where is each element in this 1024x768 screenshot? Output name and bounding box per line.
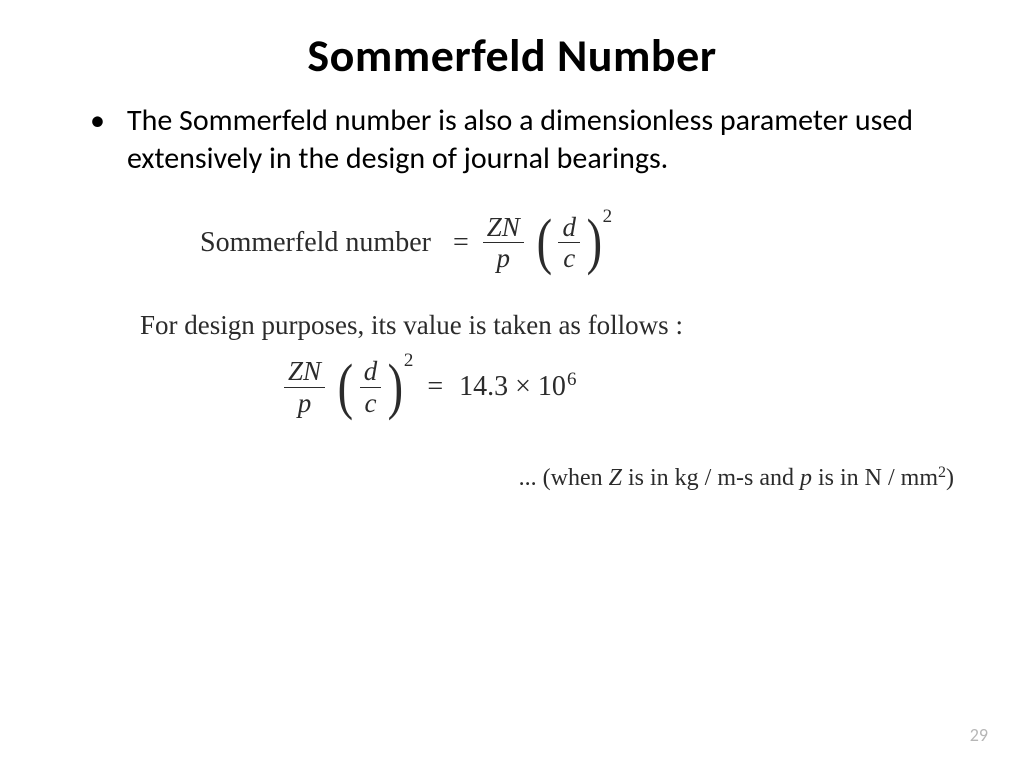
eq2-frac-zn-p: ZN p	[284, 357, 325, 417]
eq1-paren-num: d	[558, 213, 580, 241]
units-var-p: p	[800, 465, 812, 491]
eq2-paren-num: d	[360, 357, 382, 385]
eq1-frac1-num: ZN	[483, 213, 524, 241]
paren-left-icon: (	[338, 363, 353, 413]
eq2-rhs-base: 14.3 × 10	[459, 371, 566, 402]
equation-1: Sommerfeld number = ZN p ( d c ) 2	[200, 213, 944, 273]
eq2-paren-den: c	[360, 389, 380, 417]
units-var-z: Z	[609, 465, 622, 491]
eq2-rhs-exp: 6	[567, 369, 577, 390]
eq2-equals: =	[427, 371, 443, 403]
slide-title: Sommerfeld Number	[80, 28, 944, 84]
units-note: ... (when Z is in kg / m-s and p is in N…	[80, 465, 954, 492]
eq2-rhs: 14.3 × 106	[459, 371, 576, 403]
eq2-frac1-num: ZN	[284, 357, 325, 385]
bullet-dot: •	[90, 102, 105, 140]
page-number: 29	[970, 724, 988, 746]
slide: Sommerfeld Number • The Sommerfeld numbe…	[0, 0, 1024, 768]
units-suffix: )	[946, 465, 954, 491]
units-prefix: ... (when	[519, 465, 609, 491]
units-mid1: is in kg / m-s and	[622, 465, 800, 491]
eq2-frac-d-c: d c	[360, 357, 382, 417]
eq1-exponent: 2	[603, 206, 613, 228]
paren-right-icon: )	[587, 218, 602, 268]
design-note: For design purposes, its value is taken …	[140, 310, 944, 341]
eq1-equals: =	[453, 227, 469, 259]
bullet-text: The Sommerfeld number is also a dimensio…	[127, 102, 944, 179]
eq1-frac-d-c: d c	[558, 213, 580, 273]
bullet-item: • The Sommerfeld number is also a dimens…	[90, 102, 944, 179]
eq1-frac1-den: p	[493, 244, 515, 272]
eq1-paren-den: c	[559, 244, 579, 272]
eq2-frac1-den: p	[294, 389, 316, 417]
units-mid2: is in N / mm	[812, 465, 938, 491]
eq2-exponent: 2	[404, 350, 414, 372]
paren-left-icon: (	[536, 218, 551, 268]
equation-2: ZN p ( d c ) 2 = 14.3 × 106	[280, 357, 944, 417]
eq1-label: Sommerfeld number	[200, 227, 431, 259]
eq1-paren-group: ( d c ) 2	[534, 213, 612, 273]
units-sup: 2	[938, 464, 946, 481]
paren-right-icon: )	[388, 363, 403, 413]
eq1-frac-zn-p: ZN p	[483, 213, 524, 273]
eq2-paren-group: ( d c ) 2	[335, 357, 413, 417]
